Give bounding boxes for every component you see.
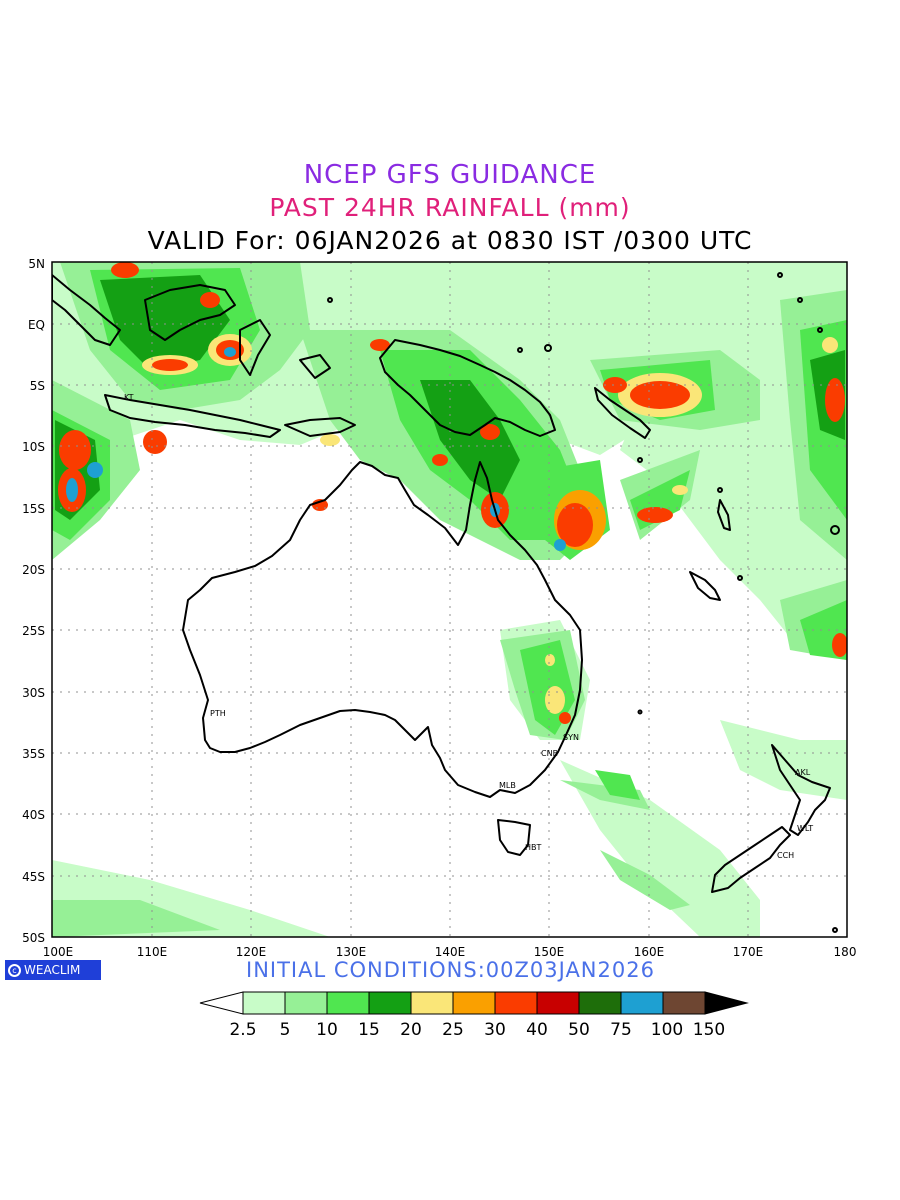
city-label: CCH xyxy=(777,851,794,860)
city-label: HBT xyxy=(525,843,542,852)
initial-conditions: INITIAL CONDITIONS:00Z03JAN2026 xyxy=(246,958,655,982)
lat-label: 25S xyxy=(22,624,45,638)
lat-label: 45S xyxy=(22,870,45,884)
legend-swatch xyxy=(410,991,454,1015)
weaclim-logo: c WEACLIM xyxy=(5,960,101,980)
legend-label: 2.5 xyxy=(229,1020,256,1040)
color-legend-boxes xyxy=(199,991,749,1015)
legend-label: 50 xyxy=(568,1020,590,1040)
lon-label: 180 xyxy=(834,945,857,959)
lon-label: 150E xyxy=(534,945,565,959)
lat-label: 50S xyxy=(22,931,45,945)
legend-label: 25 xyxy=(442,1020,464,1040)
longitude-labels: 100E 110E 120E 130E 140E 150E 160E 170E … xyxy=(43,945,857,959)
city-label: AKL xyxy=(795,768,811,777)
legend-swatch xyxy=(284,991,328,1015)
copyright-icon: c xyxy=(8,963,21,977)
legend-swatch xyxy=(452,991,496,1015)
lat-label: 5S xyxy=(30,379,45,393)
valid-time: VALID For: 06JAN2026 at 0830 IST /0300 U… xyxy=(147,226,753,255)
city-label: KT xyxy=(124,393,134,402)
lat-label: 10S xyxy=(22,440,45,454)
plot-frame xyxy=(51,261,848,938)
lon-label: 120E xyxy=(236,945,267,959)
lat-label: 5N xyxy=(28,257,45,271)
legend-label: 20 xyxy=(400,1020,422,1040)
legend-swatch xyxy=(242,991,286,1015)
city-label: SYN xyxy=(563,733,579,742)
city-labels: KT PTH SYN CNB MLB HBT AKL WLT CCH xyxy=(124,393,813,860)
lat-label: 15S xyxy=(22,502,45,516)
coastlines xyxy=(52,272,840,933)
legend-label: 75 xyxy=(610,1020,632,1040)
legend-swatch xyxy=(536,991,580,1015)
legend-arrow-high xyxy=(704,991,749,1015)
lon-label: 170E xyxy=(733,945,764,959)
legend-swatch xyxy=(494,991,538,1015)
legend-swatch xyxy=(620,991,664,1015)
rainfall-field xyxy=(52,262,847,937)
legend-arrow-low xyxy=(199,991,244,1015)
map-title: NCEP GFS GUIDANCE xyxy=(303,160,597,190)
legend-swatch xyxy=(578,991,622,1015)
color-legend-labels: 2.5 5 10 15 20 25 30 40 50 75 100 150 xyxy=(229,1020,725,1040)
legend-label: 5 xyxy=(280,1020,291,1040)
lat-label: EQ xyxy=(28,318,45,332)
lat-label: 35S xyxy=(22,747,45,761)
legend-swatch xyxy=(368,991,412,1015)
logo-text: WEACLIM xyxy=(24,963,81,977)
lat-label: 40S xyxy=(22,808,45,822)
legend-label: 100 xyxy=(651,1020,683,1040)
city-label: CNB xyxy=(541,749,558,758)
map-subtitle: PAST 24HR RAINFALL (mm) xyxy=(269,193,631,222)
latitude-labels: 5N EQ 5S 10S 15S 20S 25S 30S 35S 40S 45S… xyxy=(22,257,45,945)
lon-label: 100E xyxy=(43,945,74,959)
city-label: WLT xyxy=(797,824,813,833)
legend-label: 10 xyxy=(316,1020,338,1040)
legend-label: 15 xyxy=(358,1020,380,1040)
lon-label: 110E xyxy=(137,945,168,959)
lat-label: 30S xyxy=(22,686,45,700)
legend-label: 150 xyxy=(693,1020,725,1040)
city-label: MLB xyxy=(499,781,516,790)
legend-swatch xyxy=(326,991,370,1015)
legend-label: 40 xyxy=(526,1020,548,1040)
lon-label: 130E xyxy=(336,945,367,959)
legend-label: 30 xyxy=(484,1020,506,1040)
legend-swatch xyxy=(662,991,706,1015)
lon-label: 160E xyxy=(634,945,665,959)
city-label: PTH xyxy=(210,709,226,718)
lon-label: 140E xyxy=(435,945,466,959)
lat-label: 20S xyxy=(22,563,45,577)
